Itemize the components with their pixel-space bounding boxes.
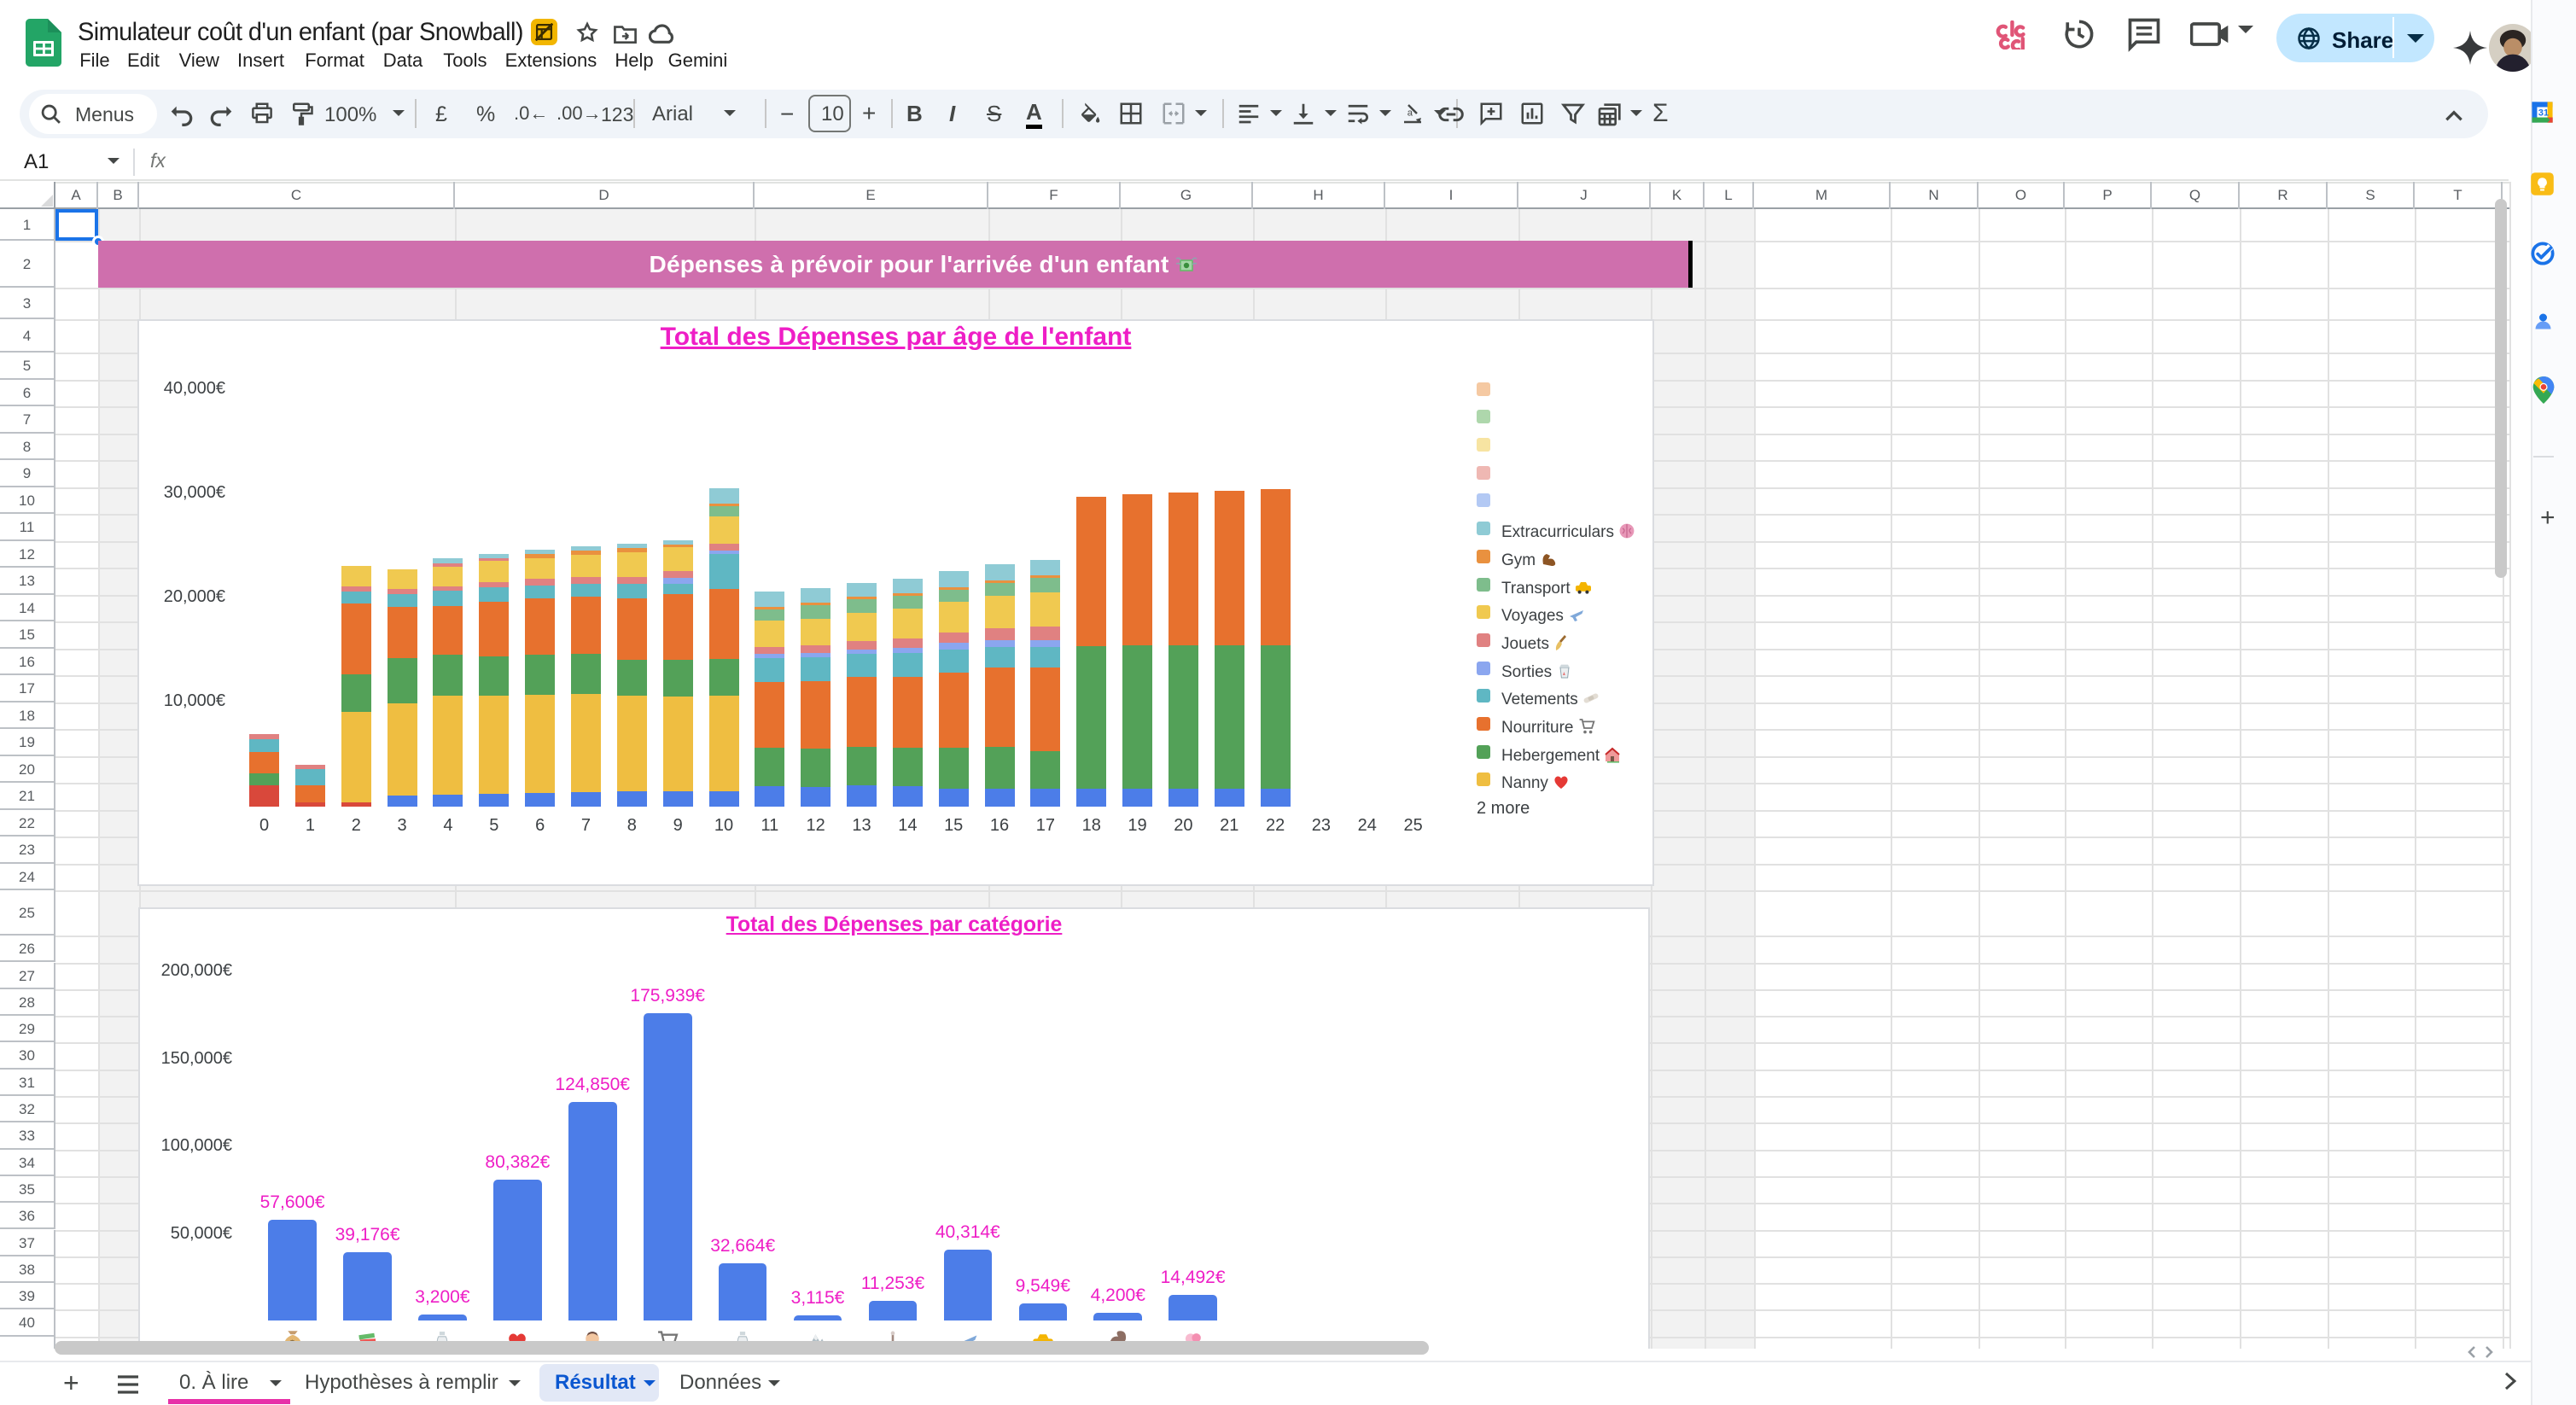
svg-text:a: a bbox=[1407, 108, 1413, 119]
svg-text:31: 31 bbox=[2538, 108, 2549, 119]
